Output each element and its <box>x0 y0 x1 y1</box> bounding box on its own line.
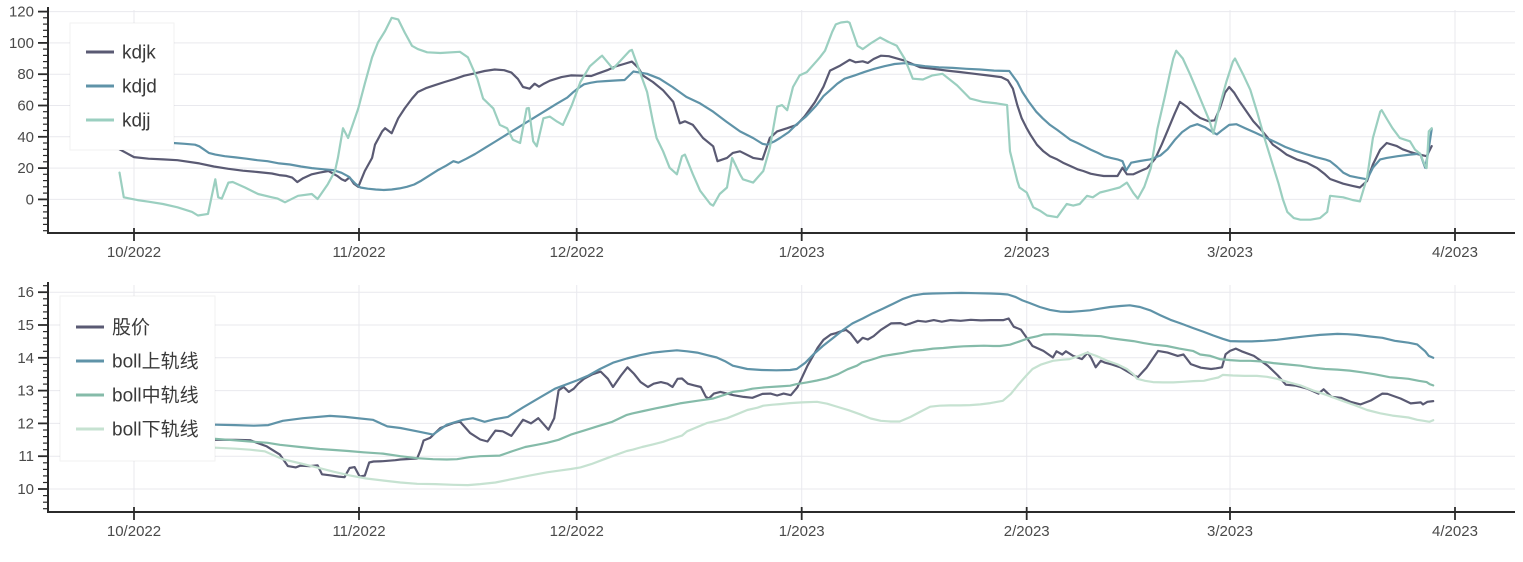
kdj-chart: 0 20 40 60 80 100 120 10/2022 11/2022 12/2022 1/20… <box>9 4 1515 261</box>
series-group <box>118 16 1433 221</box>
legend: 股价 boll上轨线 boll中轨线 boll下轨线 <box>59 295 216 462</box>
x-tick-label: 11/2022 <box>332 244 385 261</box>
series-boll上轨线 <box>118 291 1435 436</box>
legend-item-kdjk: kdjk <box>86 43 156 64</box>
y-tick-label: 16 <box>17 284 34 301</box>
legend-label: kdjj <box>122 111 151 132</box>
x-tick-label: 12/2022 <box>550 244 604 261</box>
series-kdjk <box>118 54 1433 189</box>
x-tick-label: 1/2023 <box>779 523 825 540</box>
series-boll下轨线 <box>118 351 1435 487</box>
legend-label: 股价 <box>112 318 150 339</box>
legend: kdjk kdjd kdjj <box>69 22 175 151</box>
x-tick-label: 10/2022 <box>107 244 161 261</box>
y-tick-label: 12 <box>17 415 34 432</box>
y-tick-label: 80 <box>17 66 34 83</box>
x-tick-label: 4/2023 <box>1432 244 1478 261</box>
bollinger-chart: 10 11 12 13 14 15 16 10/2022 11/2022 12/2022 1/202… <box>17 282 1515 540</box>
y-tick-label: 14 <box>17 350 34 367</box>
x-tick-label: 2/2023 <box>1004 523 1050 540</box>
y-tick-label: 100 <box>9 35 34 52</box>
legend-item-kdjj: kdjj <box>86 111 151 132</box>
legend-item-kdjd: kdjd <box>86 77 157 98</box>
series-boll中轨线 <box>118 333 1435 461</box>
y-tick-label: 13 <box>17 383 34 400</box>
legend-label: boll中轨线 <box>112 385 199 407</box>
y-tick-label: 20 <box>17 160 34 177</box>
y-tick-label: 120 <box>9 4 34 21</box>
x-tick-label: 11/2022 <box>332 523 385 540</box>
legend-item-股价: 股价 <box>76 318 150 339</box>
legend-box <box>59 295 216 462</box>
y-tick-label: 15 <box>17 317 34 334</box>
x-tick-label: 2/2023 <box>1004 244 1050 261</box>
series-股价 <box>118 317 1435 479</box>
x-tick-label: 10/2022 <box>107 523 161 540</box>
legend-label: kdjk <box>122 43 156 64</box>
y-tick-label: 11 <box>18 448 34 465</box>
legend-item-boll中轨线: boll中轨线 <box>76 385 199 407</box>
grid <box>48 285 1515 512</box>
legend-label: boll上轨线 <box>112 351 199 373</box>
axes: 10 11 12 13 14 15 16 10/2022 11/2022 12/2022 1/202… <box>17 282 1515 540</box>
kdj-chart-panel: 0 20 40 60 80 100 120 10/2022 11/2022 12/2022 1/20… <box>0 0 1523 272</box>
x-tick-label: 12/2022 <box>550 523 604 540</box>
series-kdjj <box>118 16 1433 221</box>
axes: 0 20 40 60 80 100 120 10/2022 11/2022 12/2022 1/20… <box>9 4 1515 261</box>
legend-label: kdjd <box>122 77 157 98</box>
bollinger-chart-panel: 10 11 12 13 14 15 16 10/2022 11/2022 12/2022 1/202… <box>0 272 1523 562</box>
series-group <box>118 291 1435 487</box>
grid <box>48 10 1515 233</box>
legend-item-boll上轨线: boll上轨线 <box>76 351 199 373</box>
y-tick-label: 60 <box>17 97 34 114</box>
y-tick-label: 40 <box>17 129 34 146</box>
legend-label: boll下轨线 <box>112 419 199 441</box>
x-tick-label: 1/2023 <box>779 244 825 261</box>
y-tick-label: 10 <box>17 481 34 498</box>
x-tick-label: 3/2023 <box>1207 244 1253 261</box>
y-tick-label: 0 <box>26 191 34 208</box>
x-tick-label: 4/2023 <box>1432 523 1478 540</box>
x-tick-label: 3/2023 <box>1207 523 1253 540</box>
series-kdjd <box>118 62 1433 192</box>
legend-item-boll下轨线: boll下轨线 <box>76 419 199 441</box>
